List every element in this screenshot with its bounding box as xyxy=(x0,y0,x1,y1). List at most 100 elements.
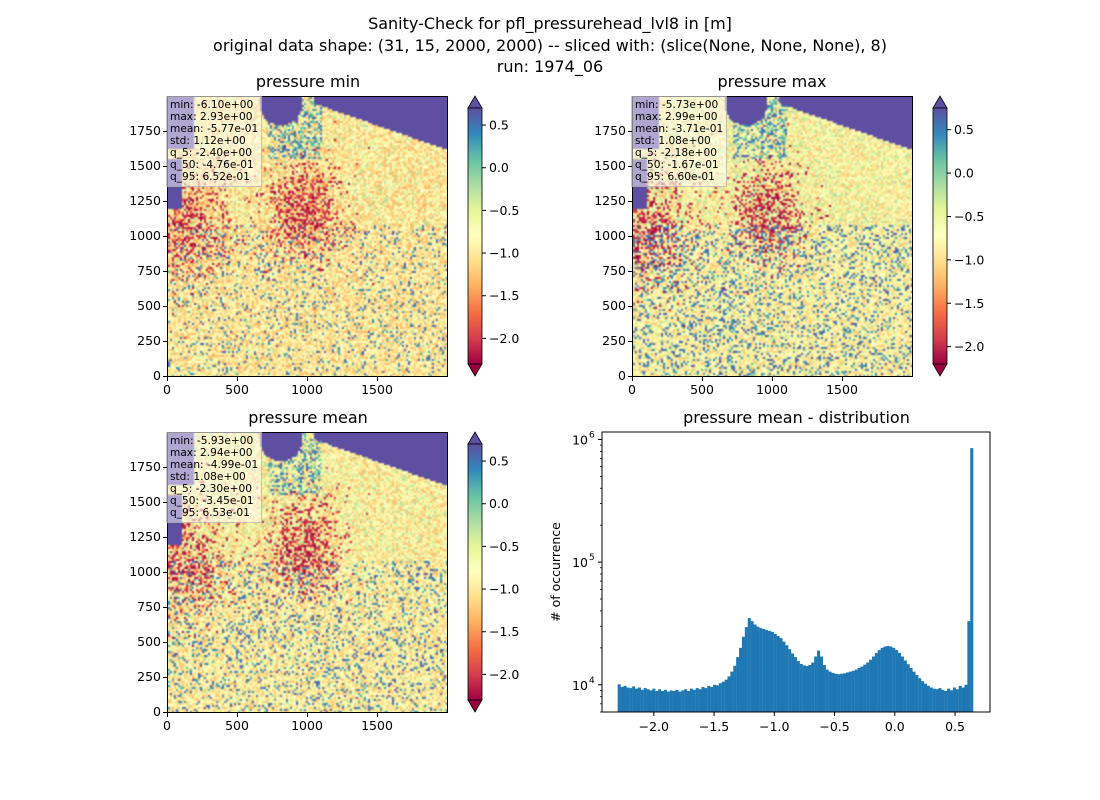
y-tick-label: 10 xyxy=(572,555,588,570)
histogram-bar xyxy=(886,646,890,712)
histogram-bar xyxy=(741,636,745,712)
colorbar-tick-label: 0.5 xyxy=(954,122,974,137)
colorbar-tick-label: −0.5 xyxy=(489,203,519,218)
histogram-bar xyxy=(926,685,930,712)
y-tick-mark xyxy=(163,642,167,643)
stat-min: min: -6.10e+00 xyxy=(170,99,254,111)
histogram-bar xyxy=(903,660,907,712)
y-tick-label: 1500 xyxy=(594,158,626,173)
colorbar-tick-label: 0.0 xyxy=(489,496,509,511)
y-tick-mark xyxy=(163,306,167,307)
colorbar-gradient xyxy=(467,107,483,365)
histogram-bar xyxy=(964,684,968,712)
histogram-bar xyxy=(909,668,913,712)
y-tick-mark xyxy=(628,166,632,167)
histogram-bar xyxy=(938,688,942,712)
x-tick-label: 500 xyxy=(225,718,249,733)
y-tick-label: 1000 xyxy=(594,228,626,243)
colorbar-tick-label: −0.5 xyxy=(489,539,519,554)
y-tick-exponent: 6 xyxy=(589,430,595,440)
histogram-bar xyxy=(669,690,673,712)
stat-mean: mean: -3.71e-01 xyxy=(635,123,724,135)
x-tick-mark xyxy=(307,377,308,381)
y-tick-mark xyxy=(163,712,167,713)
histogram-bar xyxy=(629,688,633,712)
histogram-bar xyxy=(895,650,899,712)
y-tick-label: 1500 xyxy=(129,494,161,509)
histogram-bar xyxy=(947,688,951,712)
y-tick-label: 1250 xyxy=(129,193,161,208)
histogram-bar xyxy=(727,676,731,712)
y-tick-base: 10 xyxy=(572,555,588,570)
y-tick-label: 1750 xyxy=(129,459,161,474)
histogram-bar xyxy=(765,629,769,712)
y-tick-base: 10 xyxy=(572,432,588,447)
y-tick-mark xyxy=(163,201,167,202)
y-tick-mark xyxy=(163,467,167,468)
x-tick-label: 1500 xyxy=(361,718,393,733)
histogram-bar xyxy=(750,621,754,712)
histogram-bar xyxy=(848,671,852,712)
histogram-bar xyxy=(845,672,850,712)
histogram-bar xyxy=(944,690,948,712)
histogram-bar xyxy=(678,691,682,712)
y-tick-label: 750 xyxy=(137,263,161,278)
y-tick-mark xyxy=(628,341,632,342)
histogram-bar xyxy=(929,687,933,712)
y-tick-label: 500 xyxy=(137,634,161,649)
y-tick-label: 0 xyxy=(618,368,626,383)
histogram-bar xyxy=(892,647,896,712)
colorbar-tick-label: −1.0 xyxy=(954,252,984,267)
y-tick-label: 10 xyxy=(572,678,588,693)
histogram-bar xyxy=(912,671,916,712)
x-tick-label: −2.0 xyxy=(639,719,669,734)
y-tick-label: 0 xyxy=(153,368,161,383)
histogram-bar xyxy=(961,687,965,712)
histogram-bar xyxy=(649,690,653,712)
panel-title: pressure mean - distribution xyxy=(683,408,910,427)
colorbar-tick-label: −1.0 xyxy=(489,246,519,261)
histogram-bar xyxy=(736,657,740,712)
colorbar-extend-min xyxy=(467,363,483,377)
histogram-bar xyxy=(779,638,783,712)
y-tick-label: 750 xyxy=(602,263,626,278)
stat-std: std: 1.08e+00 xyxy=(170,471,246,483)
histogram-bar xyxy=(695,688,699,712)
histogram-bar xyxy=(837,674,841,712)
y-tick-mark xyxy=(628,131,632,132)
panel-title: pressure mean xyxy=(248,408,368,427)
histogram-bar xyxy=(793,657,797,712)
histogram-bar xyxy=(799,663,803,712)
histogram-bar xyxy=(860,666,864,712)
histogram-bar xyxy=(733,665,737,712)
histogram-bar xyxy=(831,672,835,712)
x-tick-label: 0 xyxy=(628,382,636,397)
stat-q50: q_50: -1.67e-01 xyxy=(635,159,719,171)
stat-max: max: 2.99e+00 xyxy=(635,111,718,123)
stat-min: min: -5.93e+00 xyxy=(170,435,254,447)
histogram-bar xyxy=(663,689,667,712)
histogram-bar xyxy=(900,656,904,712)
stats-box: min: -5.93e+00 max: 2.94e+00 mean: -4.99… xyxy=(166,432,263,523)
stats-box: min: -6.10e+00 max: 2.93e+00 mean: -5.77… xyxy=(166,96,263,187)
y-tick-mark xyxy=(163,271,167,272)
histogram-bar xyxy=(950,690,954,712)
histogram-bar xyxy=(883,646,887,712)
x-tick-mark xyxy=(237,377,238,381)
colorbar-tick-label: 0.0 xyxy=(489,160,509,175)
y-tick-label: 500 xyxy=(137,298,161,313)
histogram-bar xyxy=(808,664,812,712)
y-tick-mark xyxy=(163,502,167,503)
histogram-bar xyxy=(776,635,780,712)
histogram-bar xyxy=(955,689,959,712)
histogram-bar xyxy=(828,671,832,712)
colorbar-tick-label: −1.5 xyxy=(489,624,519,639)
y-tick-mark xyxy=(628,271,632,272)
y-tick-exponent: 5 xyxy=(589,553,595,563)
colorbar-tick-label: 0.0 xyxy=(954,166,974,181)
histogram-bar xyxy=(958,685,962,712)
stat-q5: q_5: -2.30e+00 xyxy=(170,483,252,495)
stat-min: min: -5.73e+00 xyxy=(635,99,719,111)
histogram-bar xyxy=(863,664,867,712)
colorbar-gradient xyxy=(932,107,948,365)
